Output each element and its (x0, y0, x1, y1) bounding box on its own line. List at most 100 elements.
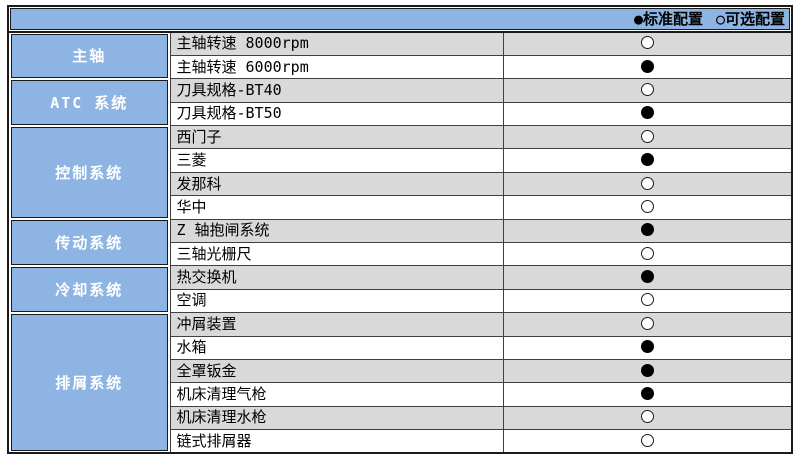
item-label: 空调 (176, 291, 207, 310)
marker-cell (502, 31, 793, 56)
item-label: 发那科 (176, 174, 222, 193)
config-row: 控制系统 西门子 (8, 125, 793, 220)
item-cell: 三菱 (169, 148, 504, 173)
table-header: ●标准配置 ○可选配置 (8, 6, 792, 33)
item-cell: 刀具规格-BT40 (169, 78, 504, 103)
header-row: ●标准配置 ○可选配置 (8, 6, 792, 33)
config-row: 主轴 主轴转速 8000rpm (8, 31, 793, 79)
config-row: 刀具规格-BT50 (8, 101, 793, 127)
item-cell: Z 轴抱闸系统 (169, 218, 504, 244)
config-row: 三轴光栅尺 (8, 242, 793, 267)
standard-config-marker (640, 340, 654, 354)
item-label: 热交换机 (176, 268, 237, 287)
item-label: 西门子 (176, 127, 222, 146)
marker-cell (502, 101, 793, 127)
category-label: 冷却系统 (11, 266, 168, 312)
marker-cell (502, 78, 793, 103)
marker-cell (502, 382, 793, 407)
item-label: 水箱 (176, 338, 207, 357)
item-cell: 链式排屑器 (169, 429, 504, 454)
marker-cell (502, 288, 793, 314)
marker-cell (502, 195, 793, 220)
config-row: 链式排屑器 (8, 429, 793, 454)
config-row: 水箱 (8, 335, 793, 360)
marker-cell (502, 429, 793, 454)
item-label: 机床清理水枪 (176, 408, 267, 427)
item-cell: 三轴光栅尺 (169, 242, 504, 267)
item-cell: 全罩钣金 (169, 358, 504, 384)
marker-cell (502, 54, 793, 80)
standard-config-marker (640, 59, 654, 73)
item-label: Z 轴抱闸系统 (176, 221, 270, 240)
optional-config-marker (640, 199, 654, 213)
item-cell: 机床清理水枪 (169, 405, 504, 431)
item-label: 冲屑装置 (176, 314, 237, 333)
config-row: 机床清理气枪 (8, 382, 793, 407)
config-row: 空调 (8, 288, 793, 314)
item-label: 链式排屑器 (176, 431, 252, 450)
standard-config-marker (640, 106, 654, 120)
marker-cell (502, 335, 793, 360)
item-cell: 水箱 (169, 335, 504, 360)
marker-cell (502, 218, 793, 244)
item-label: 刀具规格-BT50 (176, 104, 282, 123)
category-label: ATC 系统 (11, 79, 168, 125)
optional-config-marker (640, 129, 654, 143)
item-cell: 发那科 (169, 171, 504, 197)
config-row: ATC 系统 刀具规格-BT40 (8, 78, 793, 126)
item-cell: 热交换机 (169, 265, 504, 290)
marker-cell (502, 242, 793, 267)
category-label: 主轴 (11, 34, 168, 78)
config-row: 发那科 (8, 171, 793, 197)
optional-config-marker (640, 82, 654, 96)
category-cell: ATC 系统 (8, 78, 170, 126)
config-row: 冷却系统 热交换机 (8, 265, 793, 313)
optional-config-marker (640, 36, 654, 50)
optional-config-marker (640, 176, 654, 190)
item-label: 刀具规格-BT40 (176, 80, 282, 99)
marker-cell (502, 125, 793, 150)
config-row: 传动系统 Z 轴抱闸系统 (8, 218, 793, 266)
item-label: 主轴转速 8000rpm (176, 34, 309, 53)
item-label: 三菱 (176, 151, 207, 170)
marker-cell (502, 171, 793, 197)
item-cell: 冲屑装置 (169, 312, 504, 337)
item-label: 机床清理气枪 (176, 385, 267, 404)
optional-config-marker (640, 433, 654, 447)
category-cell: 控制系统 (8, 125, 170, 220)
standard-config-marker (640, 223, 654, 237)
item-cell: 机床清理气枪 (169, 382, 504, 407)
legend-optional: ○可选配置 (715, 9, 785, 28)
item-cell: 西门子 (169, 125, 504, 150)
config-row: 机床清理水枪 (8, 405, 793, 431)
marker-cell (502, 148, 793, 173)
category-label: 排屑系统 (11, 313, 168, 452)
category-label: 控制系统 (11, 126, 168, 219)
item-cell: 刀具规格-BT50 (169, 101, 504, 127)
standard-config-marker (640, 153, 654, 167)
config-table: ●标准配置 ○可选配置 主轴 主轴转速 8000rpm 主轴转速 6000rpm AT… (7, 5, 793, 455)
config-table-body: 主轴 主轴转速 8000rpm 主轴转速 6000rpm ATC 系统 刀具规格-BT4… (8, 31, 793, 454)
config-row: 华中 (8, 195, 793, 220)
category-cell: 排屑系统 (8, 312, 170, 454)
optional-config-marker (640, 246, 654, 260)
item-cell: 主轴转速 6000rpm (169, 54, 504, 80)
marker-cell (502, 405, 793, 431)
config-row: 全罩钣金 (8, 358, 793, 384)
item-label: 华中 (176, 197, 207, 216)
optional-config-marker (640, 316, 654, 330)
item-cell: 空调 (169, 288, 504, 314)
category-cell: 主轴 (8, 32, 170, 79)
legend: ●标准配置 ○可选配置 (10, 8, 790, 30)
item-label: 三轴光栅尺 (176, 244, 252, 263)
item-cell: 华中 (169, 195, 504, 220)
standard-config-marker (640, 387, 654, 401)
marker-cell (502, 358, 793, 384)
config-row: 排屑系统 冲屑装置 (8, 312, 793, 454)
category-label: 传动系统 (11, 220, 168, 265)
category-cell: 冷却系统 (8, 265, 170, 313)
legend-standard: ●标准配置 (633, 9, 703, 28)
marker-cell (502, 312, 793, 337)
standard-config-marker (640, 363, 654, 377)
item-label: 全罩钣金 (176, 361, 237, 380)
